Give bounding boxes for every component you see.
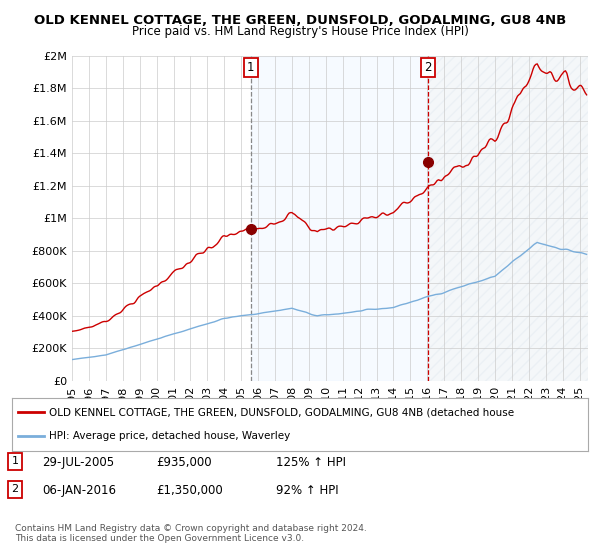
Text: 125% ↑ HPI: 125% ↑ HPI — [276, 456, 346, 469]
Bar — [428, 56, 588, 381]
Text: £1,350,000: £1,350,000 — [156, 484, 223, 497]
Text: 1: 1 — [11, 456, 19, 466]
Text: HPI: Average price, detached house, Waverley: HPI: Average price, detached house, Wave… — [49, 431, 290, 441]
Text: 06-JAN-2016: 06-JAN-2016 — [42, 484, 116, 497]
Text: Price paid vs. HM Land Registry's House Price Index (HPI): Price paid vs. HM Land Registry's House … — [131, 25, 469, 38]
Text: OLD KENNEL COTTAGE, THE GREEN, DUNSFOLD, GODALMING, GU8 4NB: OLD KENNEL COTTAGE, THE GREEN, DUNSFOLD,… — [34, 14, 566, 27]
Text: 2: 2 — [424, 61, 431, 74]
Text: Contains HM Land Registry data © Crown copyright and database right 2024.
This d: Contains HM Land Registry data © Crown c… — [15, 524, 367, 543]
Text: 1: 1 — [247, 61, 254, 74]
Bar — [251, 56, 428, 381]
Text: OLD KENNEL COTTAGE, THE GREEN, DUNSFOLD, GODALMING, GU8 4NB (detached house: OLD KENNEL COTTAGE, THE GREEN, DUNSFOLD,… — [49, 408, 515, 418]
Text: £935,000: £935,000 — [156, 456, 212, 469]
Text: 29-JUL-2005: 29-JUL-2005 — [42, 456, 114, 469]
Text: 92% ↑ HPI: 92% ↑ HPI — [276, 484, 338, 497]
Text: 2: 2 — [11, 484, 19, 494]
